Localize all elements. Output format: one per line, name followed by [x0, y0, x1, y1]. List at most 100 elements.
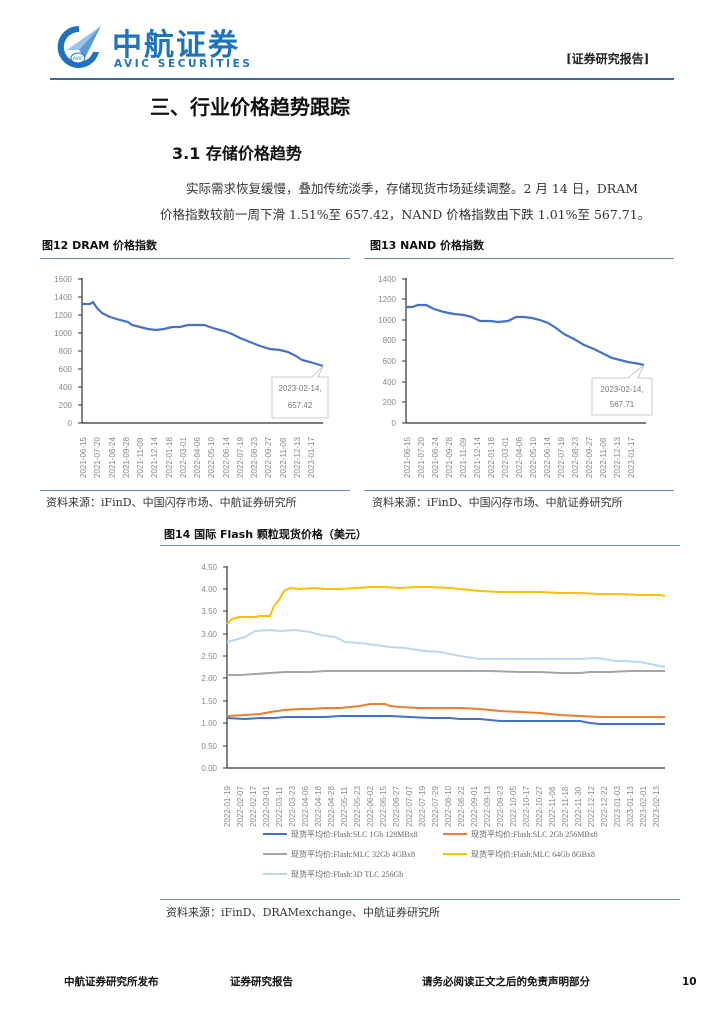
svg-text:1200: 1200 [54, 311, 72, 320]
fig13-top-rule [364, 258, 674, 259]
svg-text:2022-09-01: 2022-09-01 [470, 786, 479, 827]
svg-text:2022-02-07: 2022-02-07 [236, 786, 245, 827]
svg-text:3.50: 3.50 [201, 607, 217, 616]
svg-text:2023-01-13: 2023-01-13 [626, 786, 635, 827]
svg-text:200: 200 [59, 401, 73, 410]
svg-text:现货平均价:Flash:MLC 64Gb 8GBx8: 现货平均价:Flash:MLC 64Gb 8GBx8 [471, 849, 595, 859]
svg-text:567.71: 567.71 [610, 400, 635, 409]
fig12-bottom-rule [40, 490, 350, 491]
svg-text:2022-06-02: 2022-06-02 [366, 786, 375, 827]
svg-text:2022-05-11: 2022-05-11 [340, 786, 349, 827]
svg-text:2022-05-10: 2022-05-10 [529, 437, 538, 478]
legend-item-slc2gb: 现货平均价:Flash:SLC 2Gb 256MBx8 [443, 829, 598, 839]
logo-english-name: AVIC SECURITIES [114, 58, 253, 70]
svg-text:2023-02-13: 2023-02-13 [652, 786, 661, 827]
svg-text:2022-04-06: 2022-04-06 [515, 437, 524, 478]
series-slc2gb-line [226, 703, 665, 718]
legend-item-mlc64: 现货平均价:Flash:MLC 64Gb 8GBx8 [443, 849, 595, 859]
svg-text:0: 0 [68, 419, 73, 428]
svg-text:2022-11-08: 2022-11-08 [548, 786, 557, 827]
svg-text:现货平均价:Flash:MLC 32Gb 4GBx8: 现货平均价:Flash:MLC 32Gb 4GBx8 [291, 849, 415, 859]
svg-text:2022-10-05: 2022-10-05 [509, 786, 518, 827]
svg-text:1400: 1400 [54, 293, 72, 302]
dram-x-tick-labels: 2021-06-15 2021-07-20 2021-08-24 2021-09… [79, 437, 316, 478]
svg-text:800: 800 [383, 336, 397, 345]
svg-text:2022-02-17: 2022-02-17 [249, 786, 258, 827]
legend-item-mlc32: 现货平均价:Flash:MLC 32Gb 4GBx8 [263, 849, 415, 859]
footer-report-type: 证券研究报告 [230, 976, 293, 988]
legend-item-tlc256: 现货平均价:Flash:3D TLC 256Gb [263, 869, 403, 879]
series-mlc32-line [227, 670, 665, 676]
fig14-source: 资料来源：iFinD、DRAMexchange、中航证券研究所 [166, 906, 441, 919]
header-divider [50, 78, 674, 80]
section-subtitle: 3.1 存储价格趋势 [172, 144, 302, 163]
svg-text:2022-04-06: 2022-04-06 [301, 786, 310, 827]
svg-text:2022-11-30: 2022-11-30 [574, 786, 583, 827]
svg-text:1.00: 1.00 [201, 719, 217, 728]
svg-text:2021-07-20: 2021-07-20 [417, 437, 426, 478]
svg-text:AVIC: AVIC [73, 56, 83, 62]
section-title: 三、行业价格趋势跟踪 [150, 95, 350, 119]
svg-text:2022-08-10: 2022-08-10 [444, 786, 453, 827]
svg-text:800: 800 [59, 347, 73, 356]
paragraph-line-2: 价格指数较前一周下滑 1.51%至 657.42，NAND 价格指数由下跌 1.… [160, 207, 651, 222]
svg-text:2022-08-23: 2022-08-23 [250, 437, 259, 478]
fig13-source: 资料来源：iFinD、中国闪存市场、中航证券研究所 [372, 496, 623, 509]
svg-text:1600: 1600 [54, 275, 72, 284]
svg-text:200: 200 [383, 398, 397, 407]
svg-text:400: 400 [59, 383, 73, 392]
svg-text:2023-02-14,: 2023-02-14, [278, 384, 321, 393]
svg-text:2021-08-24: 2021-08-24 [431, 437, 440, 478]
fig12-source: 资料来源：iFinD、中国闪存市场、中航证券研究所 [46, 496, 297, 509]
svg-text:2.50: 2.50 [201, 652, 217, 661]
flash-y-axis: 0.00 0.50 1.00 1.50 2.00 2.50 3.00 3.50 … [201, 563, 228, 773]
dram-callout: 2023-02-14, 657.42 [271, 365, 329, 419]
nand-y-axis: 0 200 400 600 800 1000 1200 1400 [378, 275, 407, 428]
svg-text:2023-02-14,: 2023-02-14, [600, 385, 643, 394]
svg-text:2022-03-01: 2022-03-01 [501, 437, 510, 478]
flash-x-tick-labels: 2022-01-19 2022-02-07 2022-02-17 2022-03… [223, 786, 661, 827]
svg-text:2021-09-28: 2021-09-28 [122, 437, 131, 478]
svg-text:2023-02-01: 2023-02-01 [639, 786, 648, 827]
svg-text:0: 0 [392, 419, 397, 428]
svg-text:2022-10-17: 2022-10-17 [522, 786, 531, 827]
svg-text:2021-11-09: 2021-11-09 [136, 437, 145, 478]
logo: AVIC 中航证券 AVIC SECURITIES [55, 20, 255, 72]
flash-spot-price-chart: 0.00 0.50 1.00 1.50 2.00 2.50 3.00 3.50 … [201, 563, 666, 879]
svg-text:1200: 1200 [378, 295, 396, 304]
svg-text:2021-11-09: 2021-11-09 [459, 437, 468, 478]
footer-publisher: 中航证券研究所发布 [64, 976, 159, 988]
dram-y-axis: 0 200 400 600 800 1000 1200 1400 1600 [54, 275, 83, 428]
svg-text:2022-06-14: 2022-06-14 [222, 437, 231, 478]
nand-callout: 2023-02-14, 567.71 [591, 364, 653, 416]
svg-text:2022-04-28: 2022-04-28 [327, 786, 336, 827]
dram-price-index-chart: 0 200 400 600 800 1000 1200 1400 1600 20… [54, 275, 329, 478]
footer-disclaimer-note: 请务必阅读正文之后的免责声明部分 [422, 976, 590, 988]
svg-text:2021-07-20: 2021-07-20 [93, 437, 102, 478]
svg-text:2022-08-22: 2022-08-22 [457, 786, 466, 827]
flash-legend: 现货平均价:Flash:SLC 1Gb 128MBx8 现货平均价:Flash:… [263, 829, 598, 879]
series-slc1gb-line [226, 715, 665, 725]
fig13-bottom-rule [364, 490, 674, 491]
svg-text:600: 600 [383, 357, 397, 366]
svg-text:2021-12-14: 2021-12-14 [150, 437, 159, 478]
svg-text:0.50: 0.50 [201, 742, 217, 751]
svg-text:现货平均价:Flash:SLC 1Gb 128MBx8: 现货平均价:Flash:SLC 1Gb 128MBx8 [291, 829, 418, 839]
paragraph-line-1: 实际需求恢复缓慢，叠加传统淡季，存储现货市场延续调整。2 月 14 日，DRAM [186, 181, 639, 196]
svg-text:2022-08-23: 2022-08-23 [571, 437, 580, 478]
legend-item-slc1gb: 现货平均价:Flash:SLC 1Gb 128MBx8 [263, 829, 418, 839]
svg-text:2022-06-27: 2022-06-27 [392, 786, 401, 827]
fig14-bottom-rule [160, 899, 680, 900]
dram-series-line [82, 300, 324, 368]
svg-text:0.00: 0.00 [201, 764, 217, 773]
svg-text:2022-03-11: 2022-03-11 [275, 786, 284, 827]
series-mlc64-line [226, 586, 666, 625]
avic-plane-logo-icon: AVIC [57, 25, 101, 68]
svg-text:400: 400 [383, 378, 397, 387]
svg-text:现货平均价:Flash:SLC 2Gb 256MBx8: 现货平均价:Flash:SLC 2Gb 256MBx8 [471, 829, 598, 839]
svg-text:2022-04-18: 2022-04-18 [314, 786, 323, 827]
fig12-top-rule [40, 258, 350, 259]
page-number: 10 [682, 976, 697, 988]
svg-text:2022-12-22: 2022-12-22 [600, 786, 609, 827]
svg-text:2022-12-13: 2022-12-13 [613, 437, 622, 478]
